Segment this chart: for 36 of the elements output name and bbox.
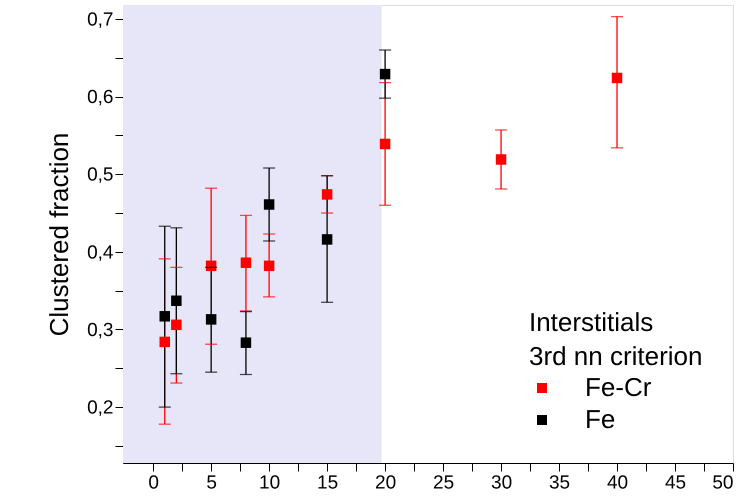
point [264,199,274,210]
x-tick-label: 15 [317,472,338,494]
x-tick-label: 50 [712,472,734,494]
point [240,257,252,268]
point [380,68,390,80]
y-axis-title: Clustered fraction [44,132,74,336]
x-tick-label: 40 [606,472,628,494]
x-tick-label: 20 [375,472,396,494]
point [322,234,332,245]
x-tick-label: 10 [259,472,280,494]
point [380,138,390,150]
y-tick-label: 0,2 [87,398,114,419]
point [160,336,170,348]
x-tick-label: 45 [664,472,686,494]
x-tick-label: 5 [206,472,217,494]
legend-title: Interstitials 3rd nn criterion [529,307,702,371]
point [264,260,274,272]
point [171,320,182,330]
y-tick-label: 0,6 [87,87,114,108]
y-tick-label: 0,4 [87,242,114,264]
x-tick-label: 30 [490,472,512,494]
point [496,154,506,165]
point [322,189,332,200]
point [160,311,170,322]
legend-label: Fe [585,404,616,434]
point [240,337,252,348]
y-tick-label: 0,3 [87,320,114,341]
point [612,72,622,84]
point [171,296,182,306]
y-tick-label: 0,7 [87,9,114,30]
x-tick-label: 0 [148,472,159,494]
y-tick-label: 0,5 [87,164,114,186]
point [206,314,216,325]
x-tick-label: 25 [433,472,454,494]
legend-label: Fe-Cr [585,372,652,402]
x-tick-label: 35 [548,472,570,494]
